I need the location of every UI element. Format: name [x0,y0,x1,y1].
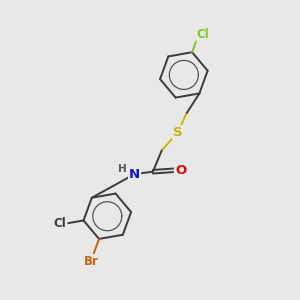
Text: Cl: Cl [54,217,67,230]
Text: N: N [129,168,140,181]
Text: O: O [175,164,186,177]
Text: Br: Br [84,255,99,268]
Text: Cl: Cl [196,28,209,40]
Text: H: H [118,164,127,174]
Text: S: S [173,126,183,139]
